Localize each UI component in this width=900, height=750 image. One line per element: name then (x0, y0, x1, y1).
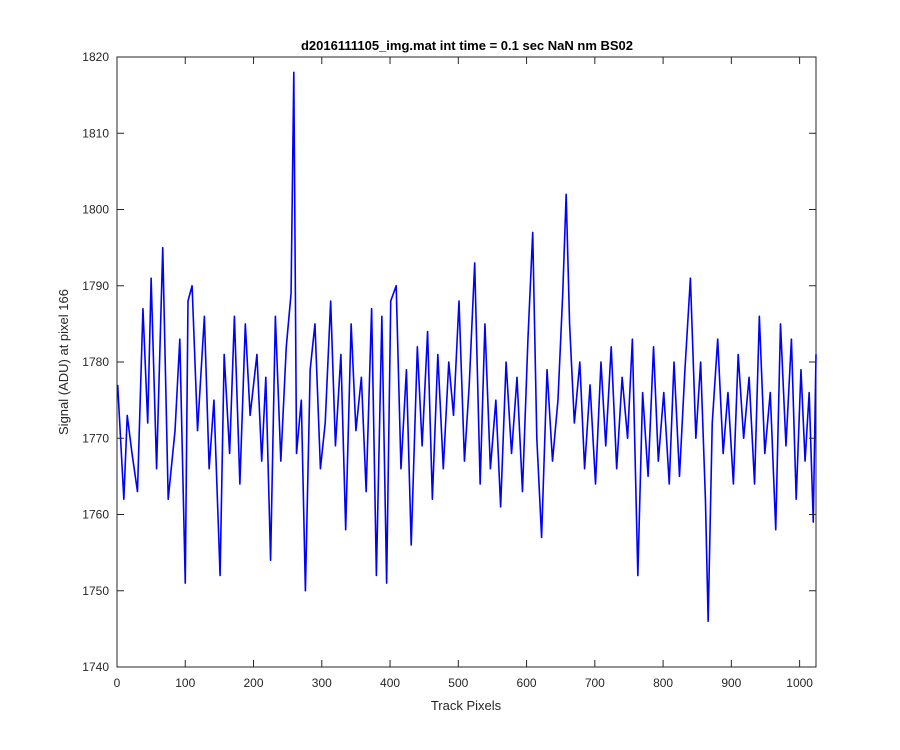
tick-layer: 0 100 200 300 400 500 600 700 800 900 1000 1740 1750… (82, 50, 816, 690)
x-tick-label: 100 (175, 676, 195, 690)
y-tick-label: 1770 (82, 431, 109, 445)
x-tick-label: 0 (114, 676, 121, 690)
y-tick-label: 1810 (82, 126, 109, 140)
x-tick-label: 300 (312, 676, 332, 690)
x-tick-label: 900 (721, 676, 741, 690)
y-tick-label: 1750 (82, 584, 109, 598)
plot-area (116, 56, 817, 668)
plot-frame (116, 56, 817, 668)
y-tick-label: 1790 (82, 279, 109, 293)
series-line-0 (116, 71, 817, 623)
series-layer (116, 71, 817, 623)
y-tick-label: 1740 (82, 660, 109, 674)
chart-title: d2016111105_img.mat int time = 0.1 sec N… (301, 38, 633, 53)
y-tick-label: 1800 (82, 203, 109, 217)
x-tick-label: 800 (653, 676, 673, 690)
y-axis-label: Signal (ADU) at pixel 166 (56, 289, 71, 435)
x-tick-label: 1000 (786, 676, 813, 690)
x-tick-label: 400 (380, 676, 400, 690)
x-tick-label: 500 (448, 676, 468, 690)
y-tick-label: 1780 (82, 355, 109, 369)
x-tick-label: 200 (244, 676, 264, 690)
x-tick-label: 600 (517, 676, 537, 690)
x-tick-label: 700 (585, 676, 605, 690)
y-tick-label: 1820 (82, 50, 109, 64)
y-tick-label: 1760 (82, 508, 109, 522)
x-axis-label: Track Pixels (431, 698, 502, 713)
